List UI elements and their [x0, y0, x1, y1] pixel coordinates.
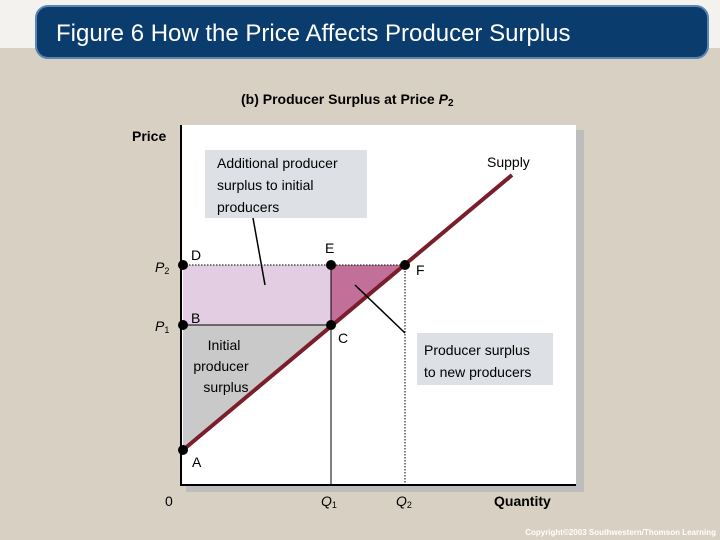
- title-bar: [35, 5, 709, 59]
- title: Figure 6 How the Price Affects Producer …: [56, 20, 570, 47]
- copyright: Copyright©2003 Southwestern/Thomson Lear…: [525, 528, 716, 537]
- annotation-line: Additional producer: [217, 155, 338, 171]
- annotation-box: [205, 150, 367, 218]
- y-axis-label: Price: [132, 128, 166, 144]
- annotation-line: Producer surplus: [424, 342, 530, 358]
- quantity-label: Q1: [321, 493, 337, 510]
- point-label: F: [416, 262, 425, 278]
- price-label: P2: [155, 259, 169, 276]
- subtitle-sub: 2: [448, 98, 454, 109]
- supply-curve: [181, 173, 514, 452]
- x-axis-label: Quantity: [494, 493, 551, 509]
- point: [326, 320, 336, 330]
- quantity-sub: 2: [407, 500, 412, 510]
- quantity-sub: 1: [332, 500, 337, 510]
- annotation-line: producer: [193, 358, 249, 374]
- point-label: C: [338, 330, 348, 346]
- annotation-line: surplus to initial: [217, 177, 314, 193]
- annotation-line: surplus: [203, 379, 248, 395]
- annotation: Initial producer surplus: [193, 337, 249, 395]
- point-label: E: [325, 240, 334, 256]
- subtitle: (b) Producer Surplus at Price P2: [241, 91, 454, 109]
- quantity-var: Q: [396, 493, 407, 509]
- origin-label: 0: [165, 493, 173, 509]
- annotation-box: [417, 333, 553, 385]
- annotation: Additional producer surplus to initial p…: [217, 155, 338, 215]
- price-var: P: [155, 259, 165, 275]
- point-label: D: [191, 247, 201, 263]
- point: [400, 260, 410, 270]
- points: [178, 260, 410, 455]
- price-sub: 1: [164, 325, 169, 335]
- price-label: P1: [155, 318, 169, 335]
- point-label: A: [192, 454, 202, 470]
- point: [326, 260, 336, 270]
- annotation: Producer surplus to new producers: [424, 342, 531, 380]
- point-labels: D E F B C A: [191, 240, 425, 470]
- point: [178, 260, 188, 270]
- price-var: P: [155, 318, 165, 334]
- point: [178, 445, 188, 455]
- quantity-label: Q2: [396, 493, 412, 510]
- subtitle-text: (b) Producer Surplus at Price: [241, 91, 435, 107]
- annotation-pointer: [252, 217, 266, 286]
- point: [178, 320, 188, 330]
- annotation-line: Initial: [208, 337, 241, 353]
- additional-surplus-area: [183, 265, 331, 325]
- annotation-line: to new producers: [424, 364, 531, 380]
- point-label: B: [191, 310, 200, 326]
- price-sub: 2: [164, 266, 169, 276]
- curve-label: Supply: [487, 154, 530, 170]
- quantity-var: Q: [321, 493, 332, 509]
- annotation-line: producers: [217, 199, 279, 215]
- annotation-pointer: [354, 284, 406, 334]
- subtitle-var: P: [439, 91, 449, 107]
